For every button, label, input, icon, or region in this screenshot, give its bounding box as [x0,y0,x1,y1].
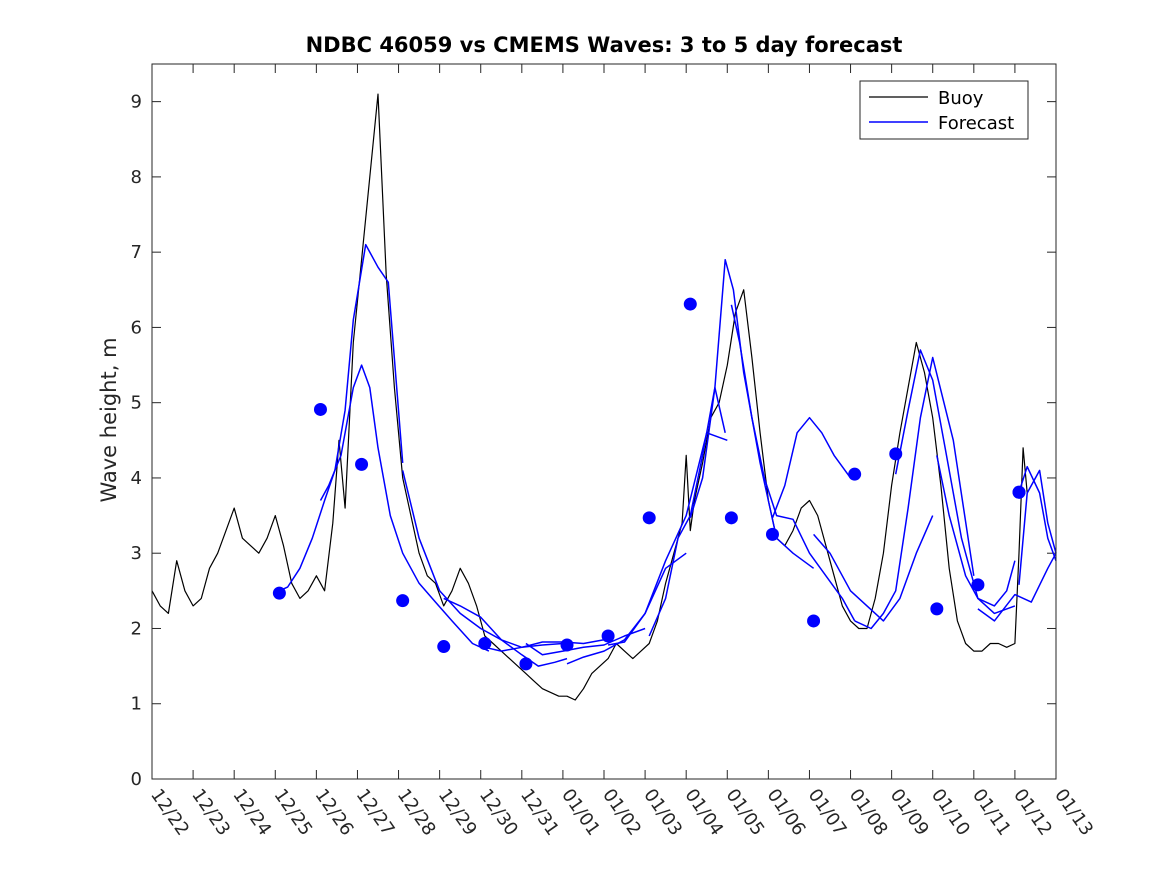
forecast-marker [272,586,286,600]
forecast-run-line [525,627,646,656]
y-tick-label: 0 [131,769,142,790]
forecast-run-line [854,356,975,630]
marker-layer [272,297,1026,671]
y-tick-label: 3 [131,543,142,564]
forecast-marker [807,614,821,628]
forecast-run-line [1018,469,1057,585]
forecast-marker [313,402,327,416]
forecast-run-line [566,552,687,665]
forecast-marker [396,594,410,608]
legend-buoy-label: Buoy [938,88,984,109]
forecast-run-line [977,552,1057,622]
forecast-marker [601,629,615,643]
y-tick-label: 9 [131,92,142,113]
chart-title: NDBC 46059 vs CMEMS Waves: 3 to 5 day fo… [306,33,903,57]
series-layer [151,93,1057,701]
forecast-marker [642,511,656,525]
forecast-run-line [771,416,852,519]
forecast-run-line [689,258,815,569]
forecast-run-line [401,470,563,649]
forecast-run-line [319,364,490,652]
forecast-run-line [894,349,1016,615]
y-tick-label: 6 [131,317,142,338]
y-tick-label: 1 [131,694,142,715]
forecast-run-line [484,639,605,652]
legend-box [859,80,1029,140]
buoy-series-line [151,93,1028,701]
forecast-marker [724,511,738,525]
forecast-marker [930,602,944,616]
forecast-run-line [443,597,568,667]
forecast-run-line [936,455,1016,607]
forecast-marker [355,457,369,471]
forecast-marker [478,637,492,651]
forecast-marker [519,657,533,671]
forecast-marker [1012,485,1026,499]
forecast-run-line [279,243,404,592]
y-tick-label: 8 [131,167,142,188]
y-tick-label: 4 [131,468,142,489]
forecast-marker [971,578,985,592]
y-tick-label: 7 [131,242,142,263]
forecast-marker [683,297,697,311]
legend: Buoy Forecast [859,80,1029,140]
forecast-run-line [1018,465,1057,561]
y-axis-label: Wave height, m [97,337,121,502]
forecast-run-line [730,304,856,622]
forecast-marker [765,527,779,541]
y-tick-label: 2 [131,618,142,639]
forecast-marker [560,638,574,652]
legend-forecast-label: Forecast [938,113,1014,134]
y-tick-label: 5 [131,393,142,414]
forecast-marker [437,640,451,654]
plot-frame [151,63,1057,780]
forecast-run-line [813,515,934,622]
forecast-marker [848,467,862,481]
forecast-marker [889,447,903,461]
